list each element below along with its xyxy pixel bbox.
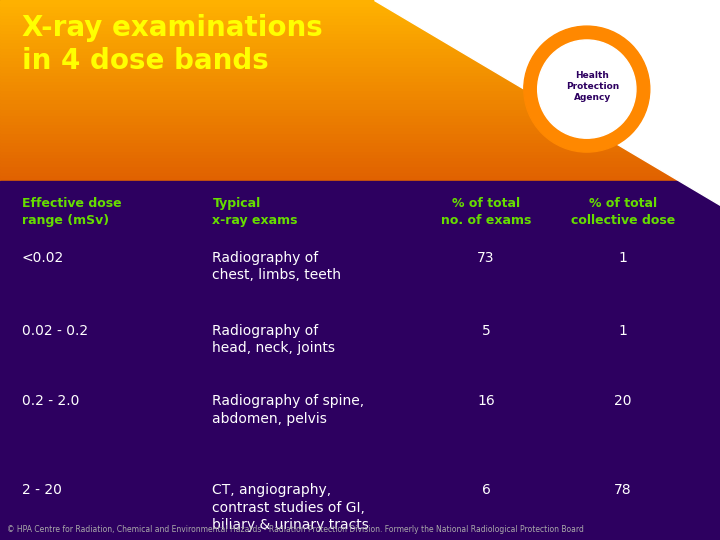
Bar bbox=[0, 163, 720, 166]
Bar bbox=[0, 126, 720, 130]
Bar bbox=[0, 12, 720, 15]
Bar bbox=[0, 30, 720, 33]
Bar bbox=[0, 175, 720, 178]
Bar bbox=[0, 151, 720, 154]
Bar bbox=[0, 103, 720, 105]
Bar bbox=[0, 105, 720, 109]
Bar bbox=[0, 69, 720, 72]
Text: % of total
no. of exams: % of total no. of exams bbox=[441, 197, 531, 227]
Bar bbox=[0, 112, 720, 114]
Bar bbox=[0, 157, 720, 160]
Bar bbox=[0, 169, 720, 172]
Bar bbox=[0, 99, 720, 103]
Bar bbox=[0, 124, 720, 126]
Text: Effective dose
range (mSv): Effective dose range (mSv) bbox=[22, 197, 121, 227]
Text: 78: 78 bbox=[614, 483, 631, 497]
Bar bbox=[0, 141, 720, 145]
Bar bbox=[0, 72, 720, 76]
Text: % of total
collective dose: % of total collective dose bbox=[571, 197, 675, 227]
Text: Radiography of
chest, limbs, teeth: Radiography of chest, limbs, teeth bbox=[212, 251, 341, 282]
Bar bbox=[0, 90, 720, 93]
Bar bbox=[0, 120, 720, 124]
Bar bbox=[0, 36, 720, 39]
Text: Radiography of
head, neck, joints: Radiography of head, neck, joints bbox=[212, 324, 336, 355]
Ellipse shape bbox=[523, 26, 649, 152]
Bar bbox=[0, 87, 720, 90]
Bar bbox=[0, 39, 720, 42]
Text: 0.02 - 0.2: 0.02 - 0.2 bbox=[22, 324, 88, 338]
Bar bbox=[0, 145, 720, 148]
Bar bbox=[0, 84, 720, 87]
Bar bbox=[0, 9, 720, 12]
Bar bbox=[0, 82, 720, 84]
Text: 0.2 - 2.0: 0.2 - 2.0 bbox=[22, 394, 79, 408]
Bar bbox=[0, 48, 720, 51]
Bar bbox=[0, 0, 720, 3]
Bar bbox=[0, 18, 720, 21]
Bar bbox=[0, 118, 720, 120]
Text: 1: 1 bbox=[618, 324, 627, 338]
Bar bbox=[0, 33, 720, 36]
Bar bbox=[0, 45, 720, 48]
Bar bbox=[0, 27, 720, 30]
Bar bbox=[0, 130, 720, 133]
Bar bbox=[0, 66, 720, 69]
Bar bbox=[0, 136, 720, 139]
Text: Health
Protection
Agency: Health Protection Agency bbox=[566, 71, 619, 102]
Bar bbox=[0, 60, 720, 63]
Bar bbox=[0, 160, 720, 163]
Bar bbox=[0, 178, 720, 181]
Text: X-ray examinations
in 4 dose bands: X-ray examinations in 4 dose bands bbox=[22, 14, 323, 75]
Text: 20: 20 bbox=[614, 394, 631, 408]
Bar bbox=[0, 63, 720, 66]
Bar bbox=[0, 42, 720, 45]
Bar bbox=[0, 172, 720, 175]
Ellipse shape bbox=[538, 40, 636, 138]
Text: © HPA Centre for Radiation, Chemical and Environmental Hazards - Radiation Prote: © HPA Centre for Radiation, Chemical and… bbox=[7, 524, 584, 534]
Bar bbox=[0, 93, 720, 97]
Bar bbox=[0, 57, 720, 60]
Bar bbox=[0, 3, 720, 6]
Bar bbox=[0, 24, 720, 27]
Text: Radiography of spine,
abdomen, pelvis: Radiography of spine, abdomen, pelvis bbox=[212, 394, 364, 426]
Text: 2 - 20: 2 - 20 bbox=[22, 483, 61, 497]
Text: 16: 16 bbox=[477, 394, 495, 408]
Bar bbox=[0, 76, 720, 78]
Bar bbox=[0, 78, 720, 82]
Bar bbox=[0, 154, 720, 157]
Text: 1: 1 bbox=[618, 251, 627, 265]
Bar bbox=[0, 97, 720, 99]
Bar bbox=[0, 6, 720, 9]
Bar bbox=[0, 133, 720, 136]
Text: Typical
x-ray exams: Typical x-ray exams bbox=[212, 197, 298, 227]
Text: CT, angiography,
contrast studies of GI,
biliary & urinary tracts: CT, angiography, contrast studies of GI,… bbox=[212, 483, 369, 532]
Polygon shape bbox=[374, 0, 720, 205]
Bar bbox=[0, 51, 720, 55]
Bar bbox=[0, 148, 720, 151]
Bar bbox=[0, 114, 720, 118]
Bar bbox=[0, 54, 720, 57]
Bar bbox=[0, 21, 720, 24]
Bar bbox=[0, 109, 720, 112]
Bar bbox=[0, 181, 720, 540]
Bar bbox=[0, 139, 720, 141]
Text: 6: 6 bbox=[482, 483, 490, 497]
Text: <0.02: <0.02 bbox=[22, 251, 64, 265]
Bar bbox=[0, 166, 720, 169]
Text: 5: 5 bbox=[482, 324, 490, 338]
Bar bbox=[0, 15, 720, 18]
Text: 73: 73 bbox=[477, 251, 495, 265]
